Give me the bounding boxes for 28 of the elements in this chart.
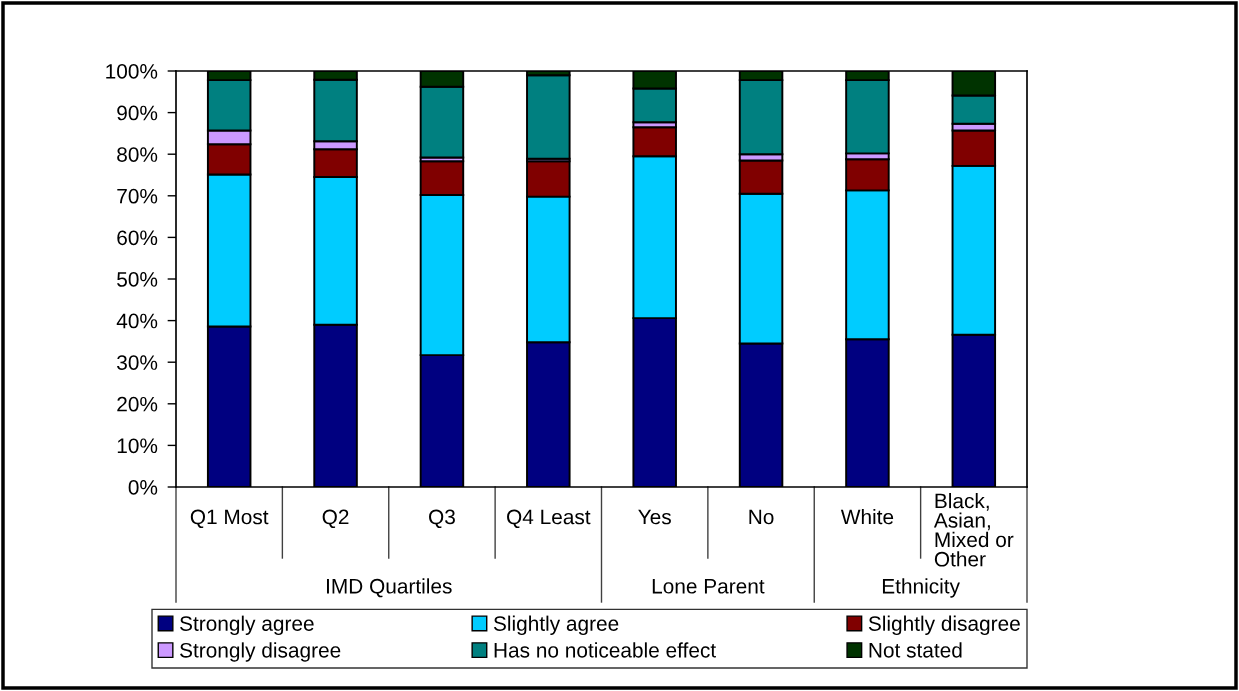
y-tick-label: 0% [128, 480, 158, 495]
x-tick-label: No [749, 509, 774, 525]
y-tick-label: 90% [117, 105, 158, 121]
y-tick-label: 60% [117, 230, 158, 246]
y-tick-label: 50% [117, 272, 158, 287]
x-tick-label: White [840, 509, 894, 525]
text: Ethnicity [882, 578, 960, 598]
legend-label: Strongly disagree [180, 642, 341, 662]
legend-label: Strongly agree [180, 615, 314, 636]
y-tick-label: 10% [117, 438, 158, 454]
y-tick-label: 20% [117, 396, 158, 412]
y-tick-label: 30% [117, 355, 158, 370]
x-tick-label: Q3 [429, 509, 455, 529]
legend-label: Slightly disagree [868, 615, 1020, 636]
x-tick-label: Q2 [322, 509, 349, 529]
legend-label: Not stated [869, 642, 962, 658]
x-tick-label: Q4 Least [507, 509, 591, 529]
y-tick-label: 80% [117, 147, 158, 162]
y-tick-label: 100% [106, 64, 158, 79]
legend-label: Slightly agree [493, 615, 619, 636]
x-tick-label: Black, Asian, Mixed or Other [933, 493, 1014, 567]
text: IMD Quartiles [327, 578, 452, 598]
y-tick-label: 40% [116, 313, 158, 329]
y-tick-label: 70% [117, 188, 158, 204]
x-tick-label: Yes [638, 509, 671, 525]
text: Lone Parent [652, 579, 765, 594]
legend-label: Has no noticeable effect [494, 642, 716, 658]
x-tick-label: Q1 Most [190, 509, 269, 529]
